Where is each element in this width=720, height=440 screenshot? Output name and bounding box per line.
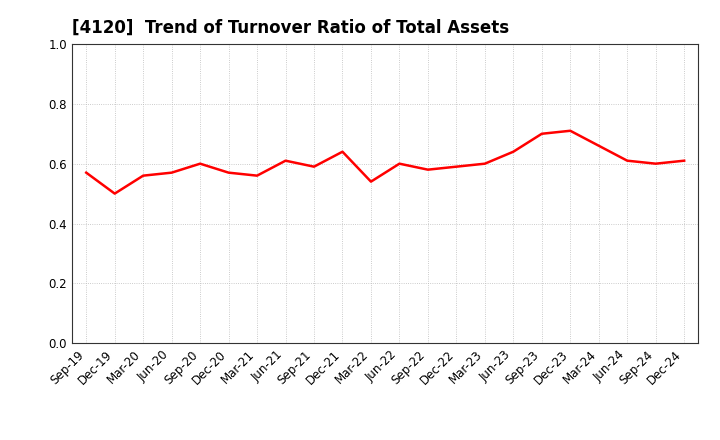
Text: [4120]  Trend of Turnover Ratio of Total Assets: [4120] Trend of Turnover Ratio of Total … <box>72 19 509 37</box>
